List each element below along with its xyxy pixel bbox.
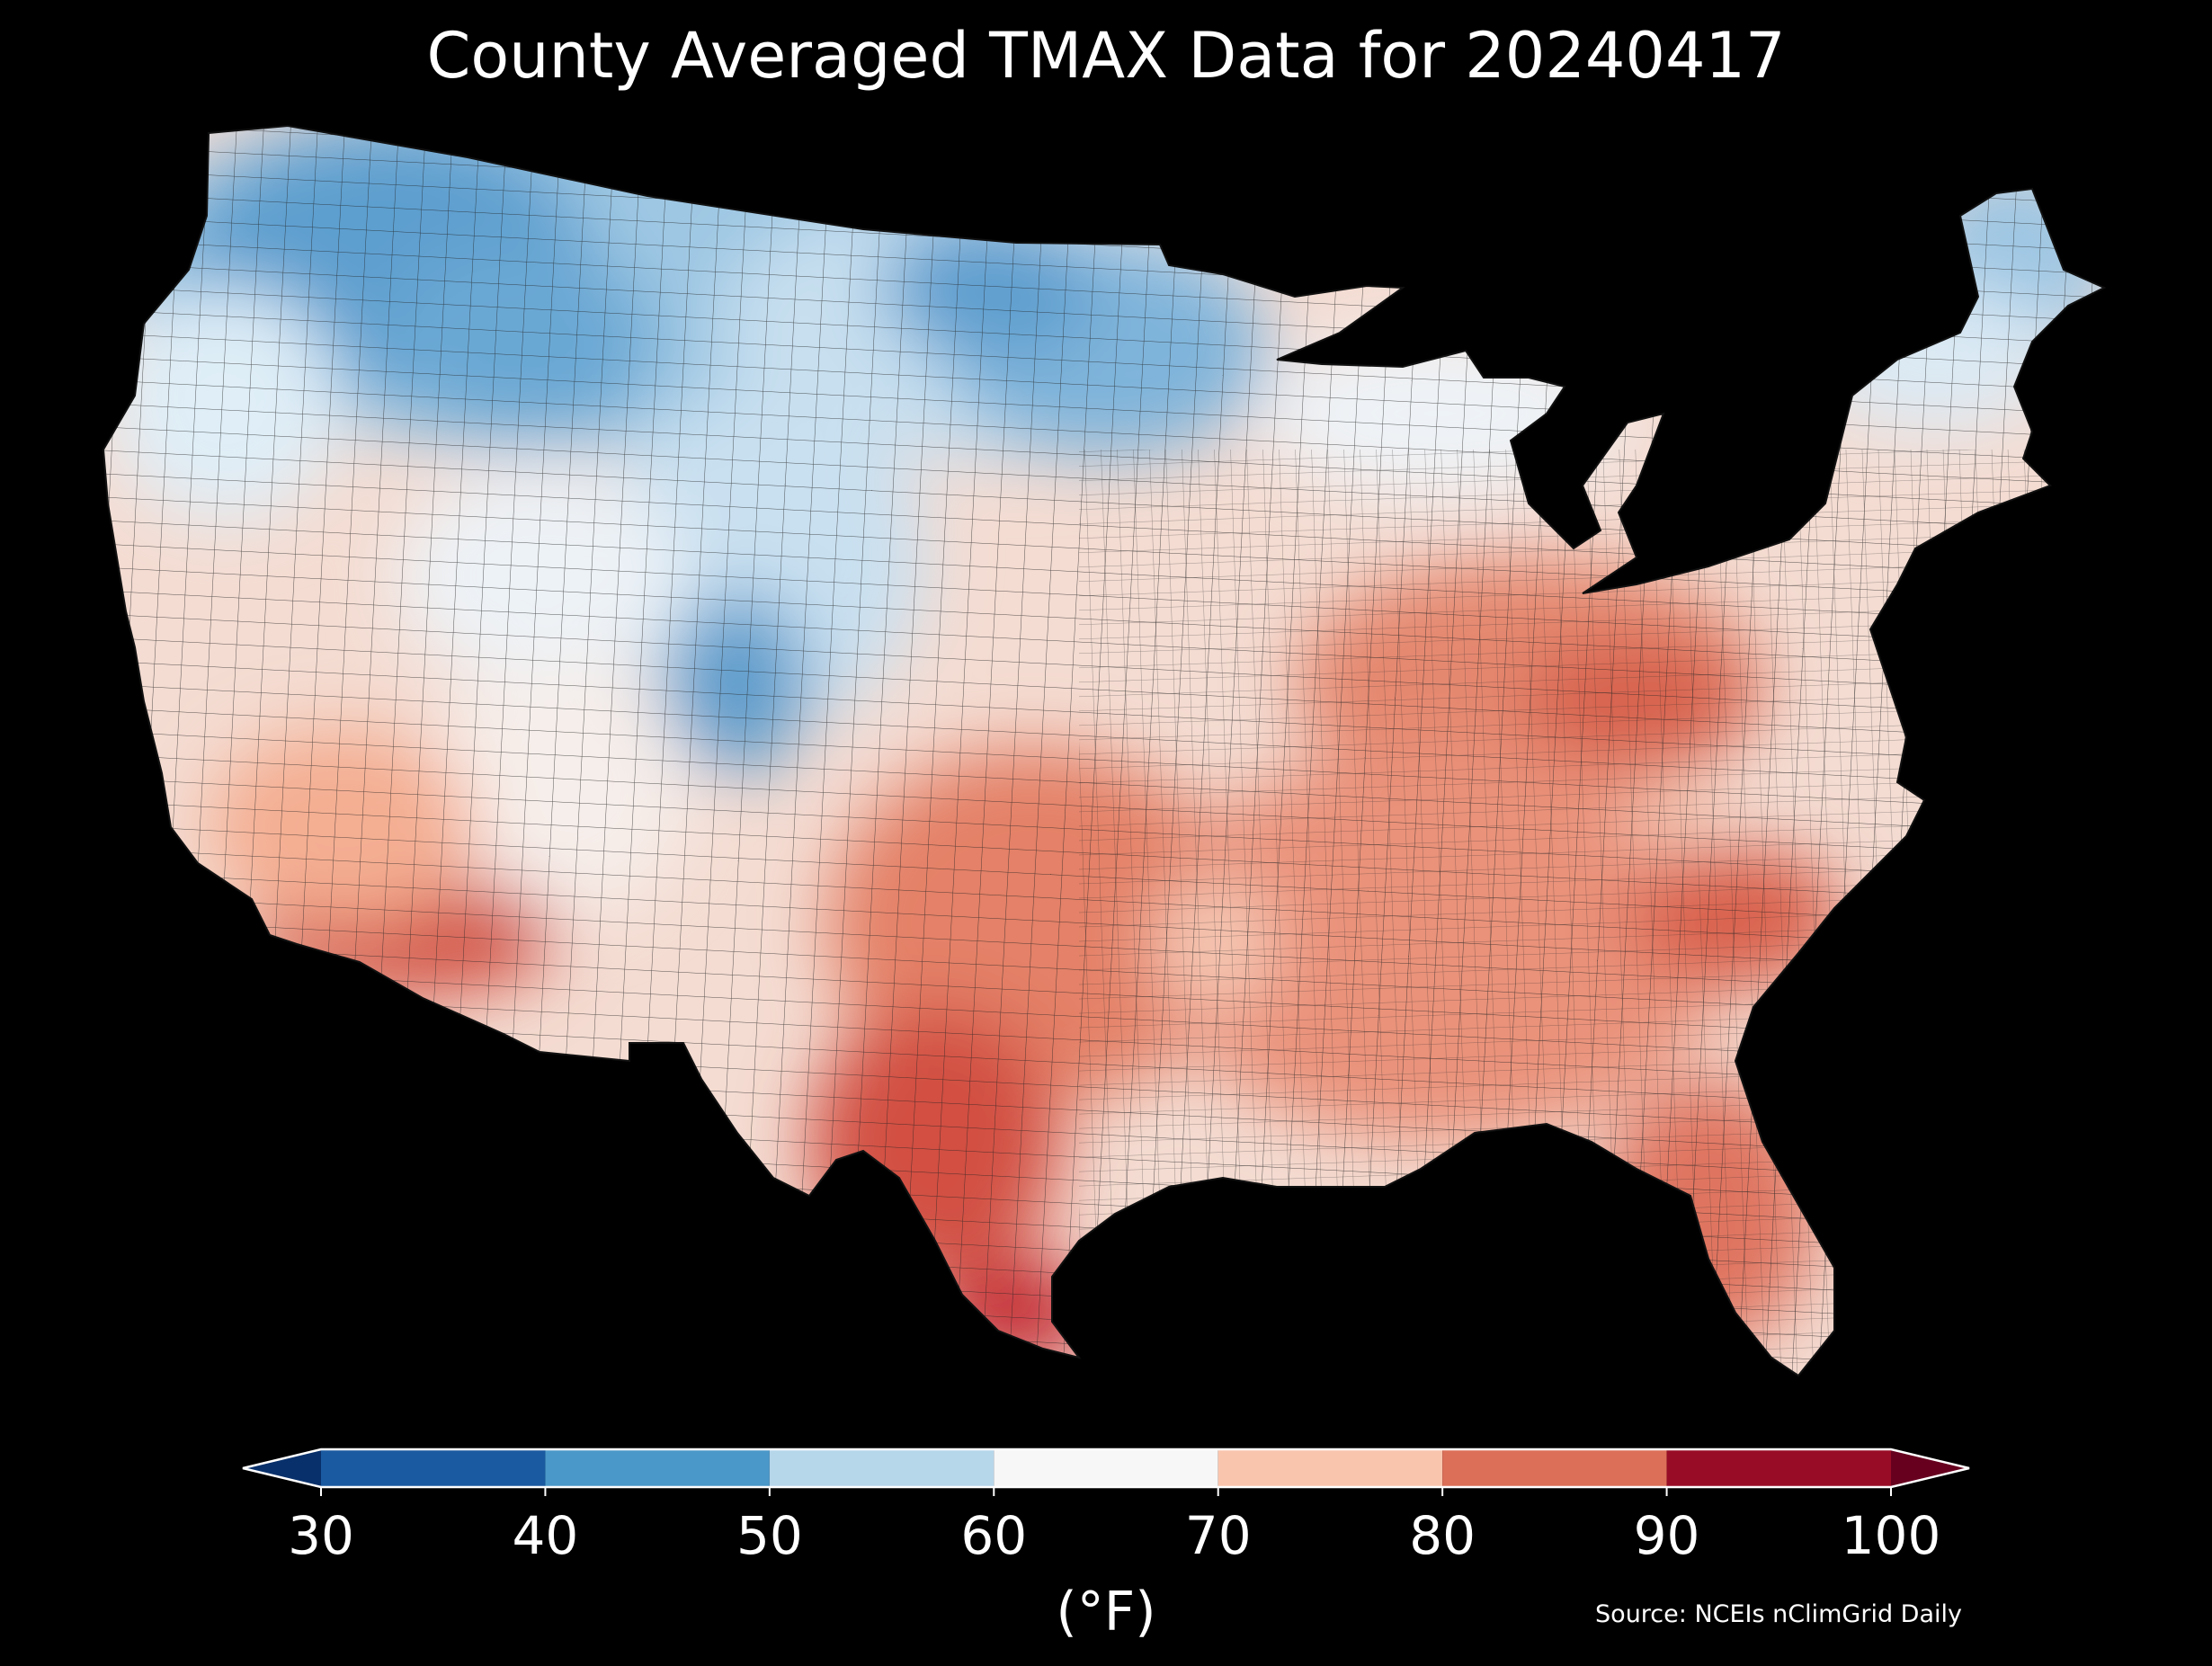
- colorbar-tick-label: 40: [512, 1505, 579, 1566]
- map-title: County Averaged TMAX Data for 20240417: [426, 19, 1786, 93]
- colorbar-tick-label: 80: [1409, 1505, 1476, 1566]
- colorbar-tick-label: 70: [1184, 1505, 1252, 1566]
- colorbar-bin-70-80: [1217, 1449, 1443, 1487]
- colorbar-bin-90-100: [1666, 1449, 1891, 1487]
- colorbar-bins: [242, 1448, 1970, 1496]
- colorbar-tick-label: 90: [1633, 1505, 1700, 1566]
- colorbar-tick-label: 60: [960, 1505, 1028, 1566]
- colorbar-over-arrow: [1891, 1449, 1969, 1487]
- colorbar-unit-label: (°F): [1056, 1581, 1156, 1644]
- colorbar-tick-label: 50: [736, 1505, 803, 1566]
- colorbar-tick-label: 30: [288, 1505, 354, 1566]
- colorbar-under-arrow: [243, 1449, 321, 1487]
- colorbar-bin-80-90: [1442, 1449, 1667, 1487]
- colorbar-bin-30-40: [321, 1449, 546, 1487]
- colorbar-bin-60-70: [994, 1449, 1218, 1487]
- us-outline: [102, 124, 2107, 1377]
- colorbar-tick-label: 100: [1841, 1505, 1941, 1566]
- source-credit: Source: NCEIs nClimGrid Daily: [1595, 1600, 1962, 1628]
- colorbar-bin-40-50: [545, 1449, 770, 1487]
- colorbar-bin-50-60: [769, 1449, 995, 1487]
